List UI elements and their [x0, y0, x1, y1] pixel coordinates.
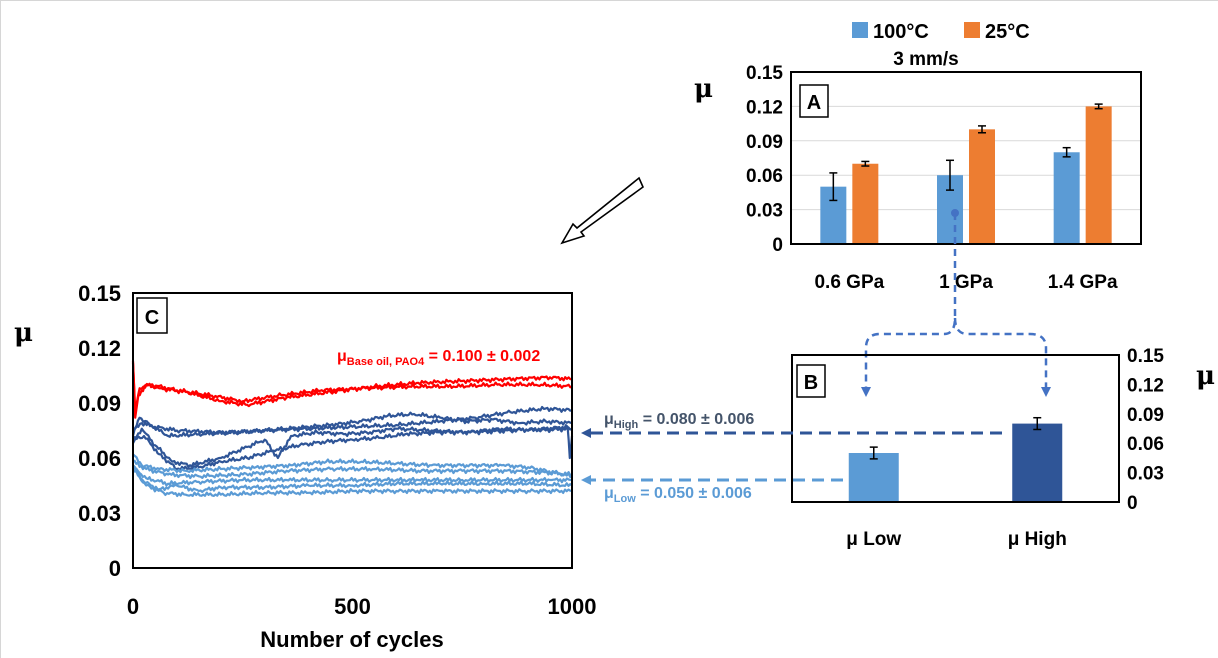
chart-c-ylabel: μ [14, 318, 33, 348]
chart-b-letter: B [804, 372, 818, 394]
annotation-base-oil-subscript: Base oil, PAO4 [347, 356, 425, 368]
chart-a-y-tick: 0.09 [746, 132, 783, 153]
chart-a-bar [969, 129, 995, 244]
annotation-low: μLow = 0.050 ± 0.006 [604, 485, 752, 505]
chart-b-bar [1012, 424, 1062, 502]
chart-b-x-tick: μ Low [846, 529, 901, 550]
chart-c-xlabel: Number of cycles [260, 627, 443, 652]
chart-b-x-ticks: μ Low μ High [846, 529, 1067, 550]
annotation-base-oil-symbol: μ [337, 348, 347, 365]
annotation-base-oil-value: = 0.100 ± 0.002 [424, 348, 540, 365]
chart-a-subtitle: 3 mm/s [893, 49, 958, 70]
chart-b-y-ticks: 0 0.03 0.06 0.09 0.12 0.15 [1127, 346, 1164, 514]
chart-c-x-tick: 0 [127, 594, 139, 619]
chart-a-x-tick: 0.6 GPa [814, 272, 884, 293]
chart-a-ylabel: μ [694, 74, 713, 104]
chart-c-x-tick: 1000 [548, 594, 597, 619]
chart-a-legend: 100°C 25°C [852, 21, 1030, 43]
chart-a-x-ticks: 0.6 GPa 1 GPa 1.4 GPa [814, 272, 1117, 293]
chart-c-y-tick: 0 [109, 556, 121, 581]
chart-b-bar [849, 453, 899, 502]
annotation-high: μHigh = 0.080 ± 0.006 [604, 411, 754, 431]
chart-b-y-tick: 0.06 [1127, 434, 1164, 455]
annotation-low-value: = 0.050 ± 0.006 [636, 485, 752, 502]
chart-a-bar [852, 164, 878, 244]
legend-label-100c: 100°C [873, 21, 929, 43]
chart-c-y-ticks: 0 0.03 0.06 0.09 0.12 0.15 [78, 281, 121, 581]
legend-label-25c: 25°C [985, 21, 1030, 43]
chart-a-letter: A [807, 92, 821, 114]
chart-c: 0 0.03 0.06 0.09 0.12 0.15 0 500 1000 Number of… [14, 281, 596, 652]
chart-a-bar [1054, 152, 1080, 244]
chart-c-lines [133, 361, 572, 496]
chart-c-y-tick: 0.12 [78, 336, 121, 361]
chart-c-y-tick: 0.15 [78, 281, 121, 306]
annotation-high-value: = 0.080 ± 0.006 [638, 411, 754, 428]
chart-c-x-tick: 500 [334, 594, 371, 619]
chart-a-y-tick: 0 [772, 235, 783, 256]
chart-a: 100°C 25°C 3 mm/s μ 0 0.03 0.06 0.09 0.12 0.1… [694, 21, 1141, 293]
chart-b-ylabel: μ [1196, 361, 1215, 391]
chart-a-x-tick: 1.4 GPa [1048, 272, 1118, 293]
annotation-low-symbol: μ [604, 485, 614, 502]
chart-c-line-base oil [133, 363, 572, 413]
chart-a-bar [1086, 106, 1112, 244]
chart-b-x-tick: μ High [1008, 529, 1067, 550]
chart-c-y-tick: 0.06 [78, 446, 121, 471]
chart-b-y-tick: 0.12 [1127, 375, 1164, 396]
annotation-high-subscript: High [614, 419, 639, 431]
chart-a-y-tick: 0.06 [746, 166, 783, 187]
chart-c-x-ticks: 0 500 1000 [127, 594, 597, 619]
chart-c-letter: C [145, 307, 159, 329]
chart-a-x-tick: 1 GPa [939, 272, 993, 293]
chart-b-y-tick: 0.15 [1127, 346, 1164, 367]
chart-b: 0 0.03 0.06 0.09 0.12 0.15 μ Low μ High μ B [792, 346, 1215, 550]
chart-b-y-tick: 0.03 [1127, 464, 1164, 485]
chart-c-y-tick: 0.09 [78, 391, 121, 416]
chart-a-y-tick: 0.15 [746, 63, 783, 84]
chart-b-y-tick: 0 [1127, 493, 1138, 514]
legend-swatch-25c [964, 22, 980, 38]
annotation-low-subscript: Low [614, 493, 636, 505]
chart-b-y-tick: 0.09 [1127, 405, 1164, 426]
chart-a-y-tick: 0.03 [746, 201, 783, 222]
hollow-arrow-icon [562, 178, 643, 243]
chart-b-bars [849, 418, 1063, 502]
chart-a-y-tick: 0.12 [746, 97, 783, 118]
chart-c-y-tick: 0.03 [78, 501, 121, 526]
annotation-base-oil: μBase oil, PAO4 = 0.100 ± 0.002 [337, 348, 540, 368]
chart-a-y-ticks: 0 0.03 0.06 0.09 0.12 0.15 [746, 63, 783, 256]
annotation-high-symbol: μ [604, 411, 614, 428]
legend-swatch-100c [852, 22, 868, 38]
chart-a-bars [820, 104, 1111, 244]
